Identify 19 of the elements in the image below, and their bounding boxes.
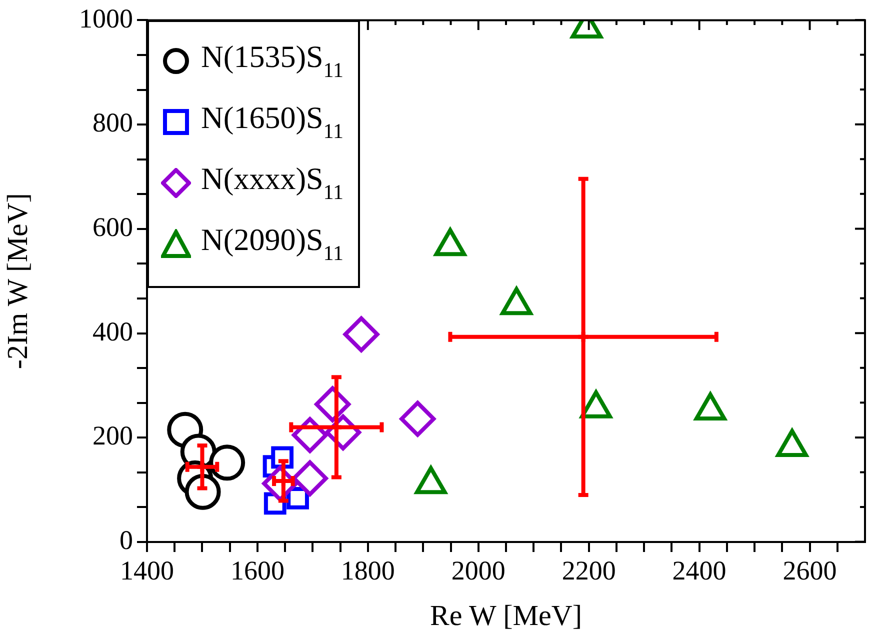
x-tick-label: 2000 [451, 555, 506, 586]
legend-label: N(1650)S$_{11}$ [201, 100, 344, 144]
y-tick-label: 600 [92, 212, 133, 242]
x-tick-label: 2600 [782, 555, 837, 586]
y-tick-label: 1000 [79, 3, 133, 34]
x-tick-label: 1800 [340, 555, 395, 586]
x-axis-title: Re W [MeV] [430, 600, 582, 632]
x-tick-label: 2400 [672, 555, 726, 586]
y-tick-label: 200 [92, 420, 133, 451]
x-tick-label: 1600 [230, 555, 284, 586]
y-tick-label: 800 [92, 108, 133, 138]
x-tick-label: 1400 [120, 555, 174, 586]
y-axis-title: -2Im W [MeV] [2, 193, 34, 370]
legend-label: N(xxxx)S$_{11}$ [201, 160, 344, 205]
y-tick-label: 400 [92, 316, 133, 346]
y-tick-label: 0 [120, 525, 133, 556]
legend-label: N(1535)S$_{11}$ [201, 38, 344, 83]
legend-label: N(2090)S$_{11}$ [201, 222, 344, 266]
x-tick-label: 2200 [562, 555, 616, 586]
